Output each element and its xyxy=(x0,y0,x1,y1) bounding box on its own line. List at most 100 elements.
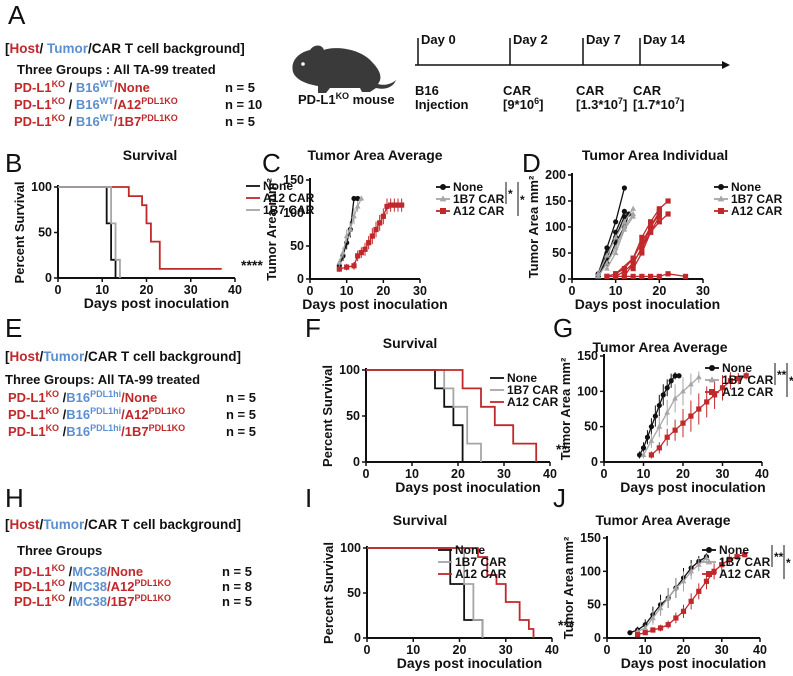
marker xyxy=(621,208,628,214)
y-tick-label: 150 xyxy=(283,173,304,187)
text-segment: KO xyxy=(46,423,60,433)
x-tick-label: 30 xyxy=(715,643,729,657)
significance: * xyxy=(508,187,513,201)
marker xyxy=(640,451,647,458)
marker xyxy=(630,273,636,279)
timeline-arrow xyxy=(722,61,730,69)
x-tick-label: 20 xyxy=(376,284,390,298)
text-segment: PDL1KO xyxy=(141,96,178,106)
text-segment: CAR xyxy=(576,83,605,98)
x-tick-label: 20 xyxy=(451,467,465,481)
y-axis-label: Percent Survival xyxy=(12,182,27,284)
x-tick-label: 20 xyxy=(676,467,690,481)
x-axis-label: Days post inoculation xyxy=(302,296,447,312)
text-segment: B16 xyxy=(415,83,439,98)
marker xyxy=(703,578,710,584)
text-segment: Host xyxy=(10,349,41,364)
marker xyxy=(612,249,619,256)
marker xyxy=(640,445,647,451)
text-segment: Tumor xyxy=(47,41,89,56)
x-tick-label: 30 xyxy=(499,643,513,657)
x-tick-label: 20 xyxy=(453,643,467,657)
text-segment: PDL1hi xyxy=(90,406,121,416)
text-segment: MC38 xyxy=(72,564,107,579)
x-tick-label: 30 xyxy=(413,284,427,298)
marker xyxy=(639,273,645,279)
marker xyxy=(336,266,342,272)
marker xyxy=(696,406,702,412)
marker xyxy=(639,245,645,251)
text-segment: B16 xyxy=(66,407,90,422)
text-segment: / xyxy=(59,390,67,405)
significance: ** xyxy=(774,550,784,564)
x-tick-label: 30 xyxy=(184,283,198,297)
marker xyxy=(648,452,654,458)
marker xyxy=(639,250,645,256)
y-tick-label: 100 xyxy=(577,384,598,398)
text-segment: /CAR T cell background] xyxy=(84,517,241,532)
survival-curve xyxy=(366,369,482,462)
marker xyxy=(635,632,641,638)
x-axis-label: Days post inoculation xyxy=(575,296,720,312)
legend-label: None xyxy=(507,371,537,385)
marker xyxy=(340,249,346,255)
y-tick-label: 50 xyxy=(584,420,598,434)
marker xyxy=(673,615,679,621)
x-tick-label: 0 xyxy=(604,643,611,657)
panel-label: D xyxy=(522,148,541,178)
marker xyxy=(734,554,740,560)
day-label: Day 14 xyxy=(643,32,686,47)
group-n: n = 8 xyxy=(222,579,252,594)
text-segment: KO xyxy=(52,96,66,106)
marker xyxy=(672,373,678,379)
legend-label: 1B7 CAR xyxy=(507,383,559,397)
mouse-label: PD-L1KO mouse xyxy=(298,91,395,107)
marker xyxy=(636,452,643,458)
text-segment: / xyxy=(40,517,44,532)
x-tick-label: 10 xyxy=(609,284,623,298)
marker xyxy=(680,388,686,394)
x-tick-label: 40 xyxy=(753,643,767,657)
x-tick-label: 0 xyxy=(363,467,370,481)
marker xyxy=(613,219,619,225)
survival-curve xyxy=(58,186,121,278)
x-tick-label: 40 xyxy=(755,467,769,481)
marker xyxy=(657,604,664,611)
group-row: PD-L1KO /B16PDL1hi/None xyxy=(8,389,157,405)
text-segment: WT xyxy=(100,96,114,106)
text-segment: [ xyxy=(5,41,10,56)
text-segment: PD-L1 xyxy=(14,114,52,129)
legend-marker xyxy=(440,208,446,214)
marker xyxy=(644,434,651,440)
survival-curve xyxy=(58,186,117,278)
marker xyxy=(621,268,627,274)
marker xyxy=(630,205,636,211)
x-tick-label: 30 xyxy=(696,284,710,298)
event-label: B16 xyxy=(415,83,439,98)
legend-label: 1B7 CAR xyxy=(731,192,783,206)
marker xyxy=(665,622,671,628)
marker xyxy=(688,413,694,419)
group-row: PD-L1KO /MC38/A12PDL1KO xyxy=(14,578,171,594)
panel-label: B xyxy=(5,148,22,178)
y-tick-label: 0 xyxy=(297,272,304,286)
legend-label: A12 CAR xyxy=(731,204,783,218)
panel-label: A xyxy=(8,0,26,30)
marker xyxy=(743,373,749,379)
y-axis-label: Tumor Area mm² xyxy=(558,357,573,460)
marker xyxy=(676,373,682,379)
text-segment: KO xyxy=(52,578,66,588)
marker xyxy=(648,229,654,235)
y-axis-label: Tumor Area mm² xyxy=(526,175,541,278)
marker xyxy=(621,185,628,191)
marker xyxy=(680,578,687,584)
text-segment: ] xyxy=(539,97,543,112)
marker xyxy=(355,253,361,259)
significance: ** xyxy=(556,441,567,457)
text-segment: [ xyxy=(5,517,10,532)
legend-marker xyxy=(718,184,724,190)
marker xyxy=(630,260,636,266)
text-segment: KO xyxy=(52,113,66,123)
marker xyxy=(664,409,671,415)
